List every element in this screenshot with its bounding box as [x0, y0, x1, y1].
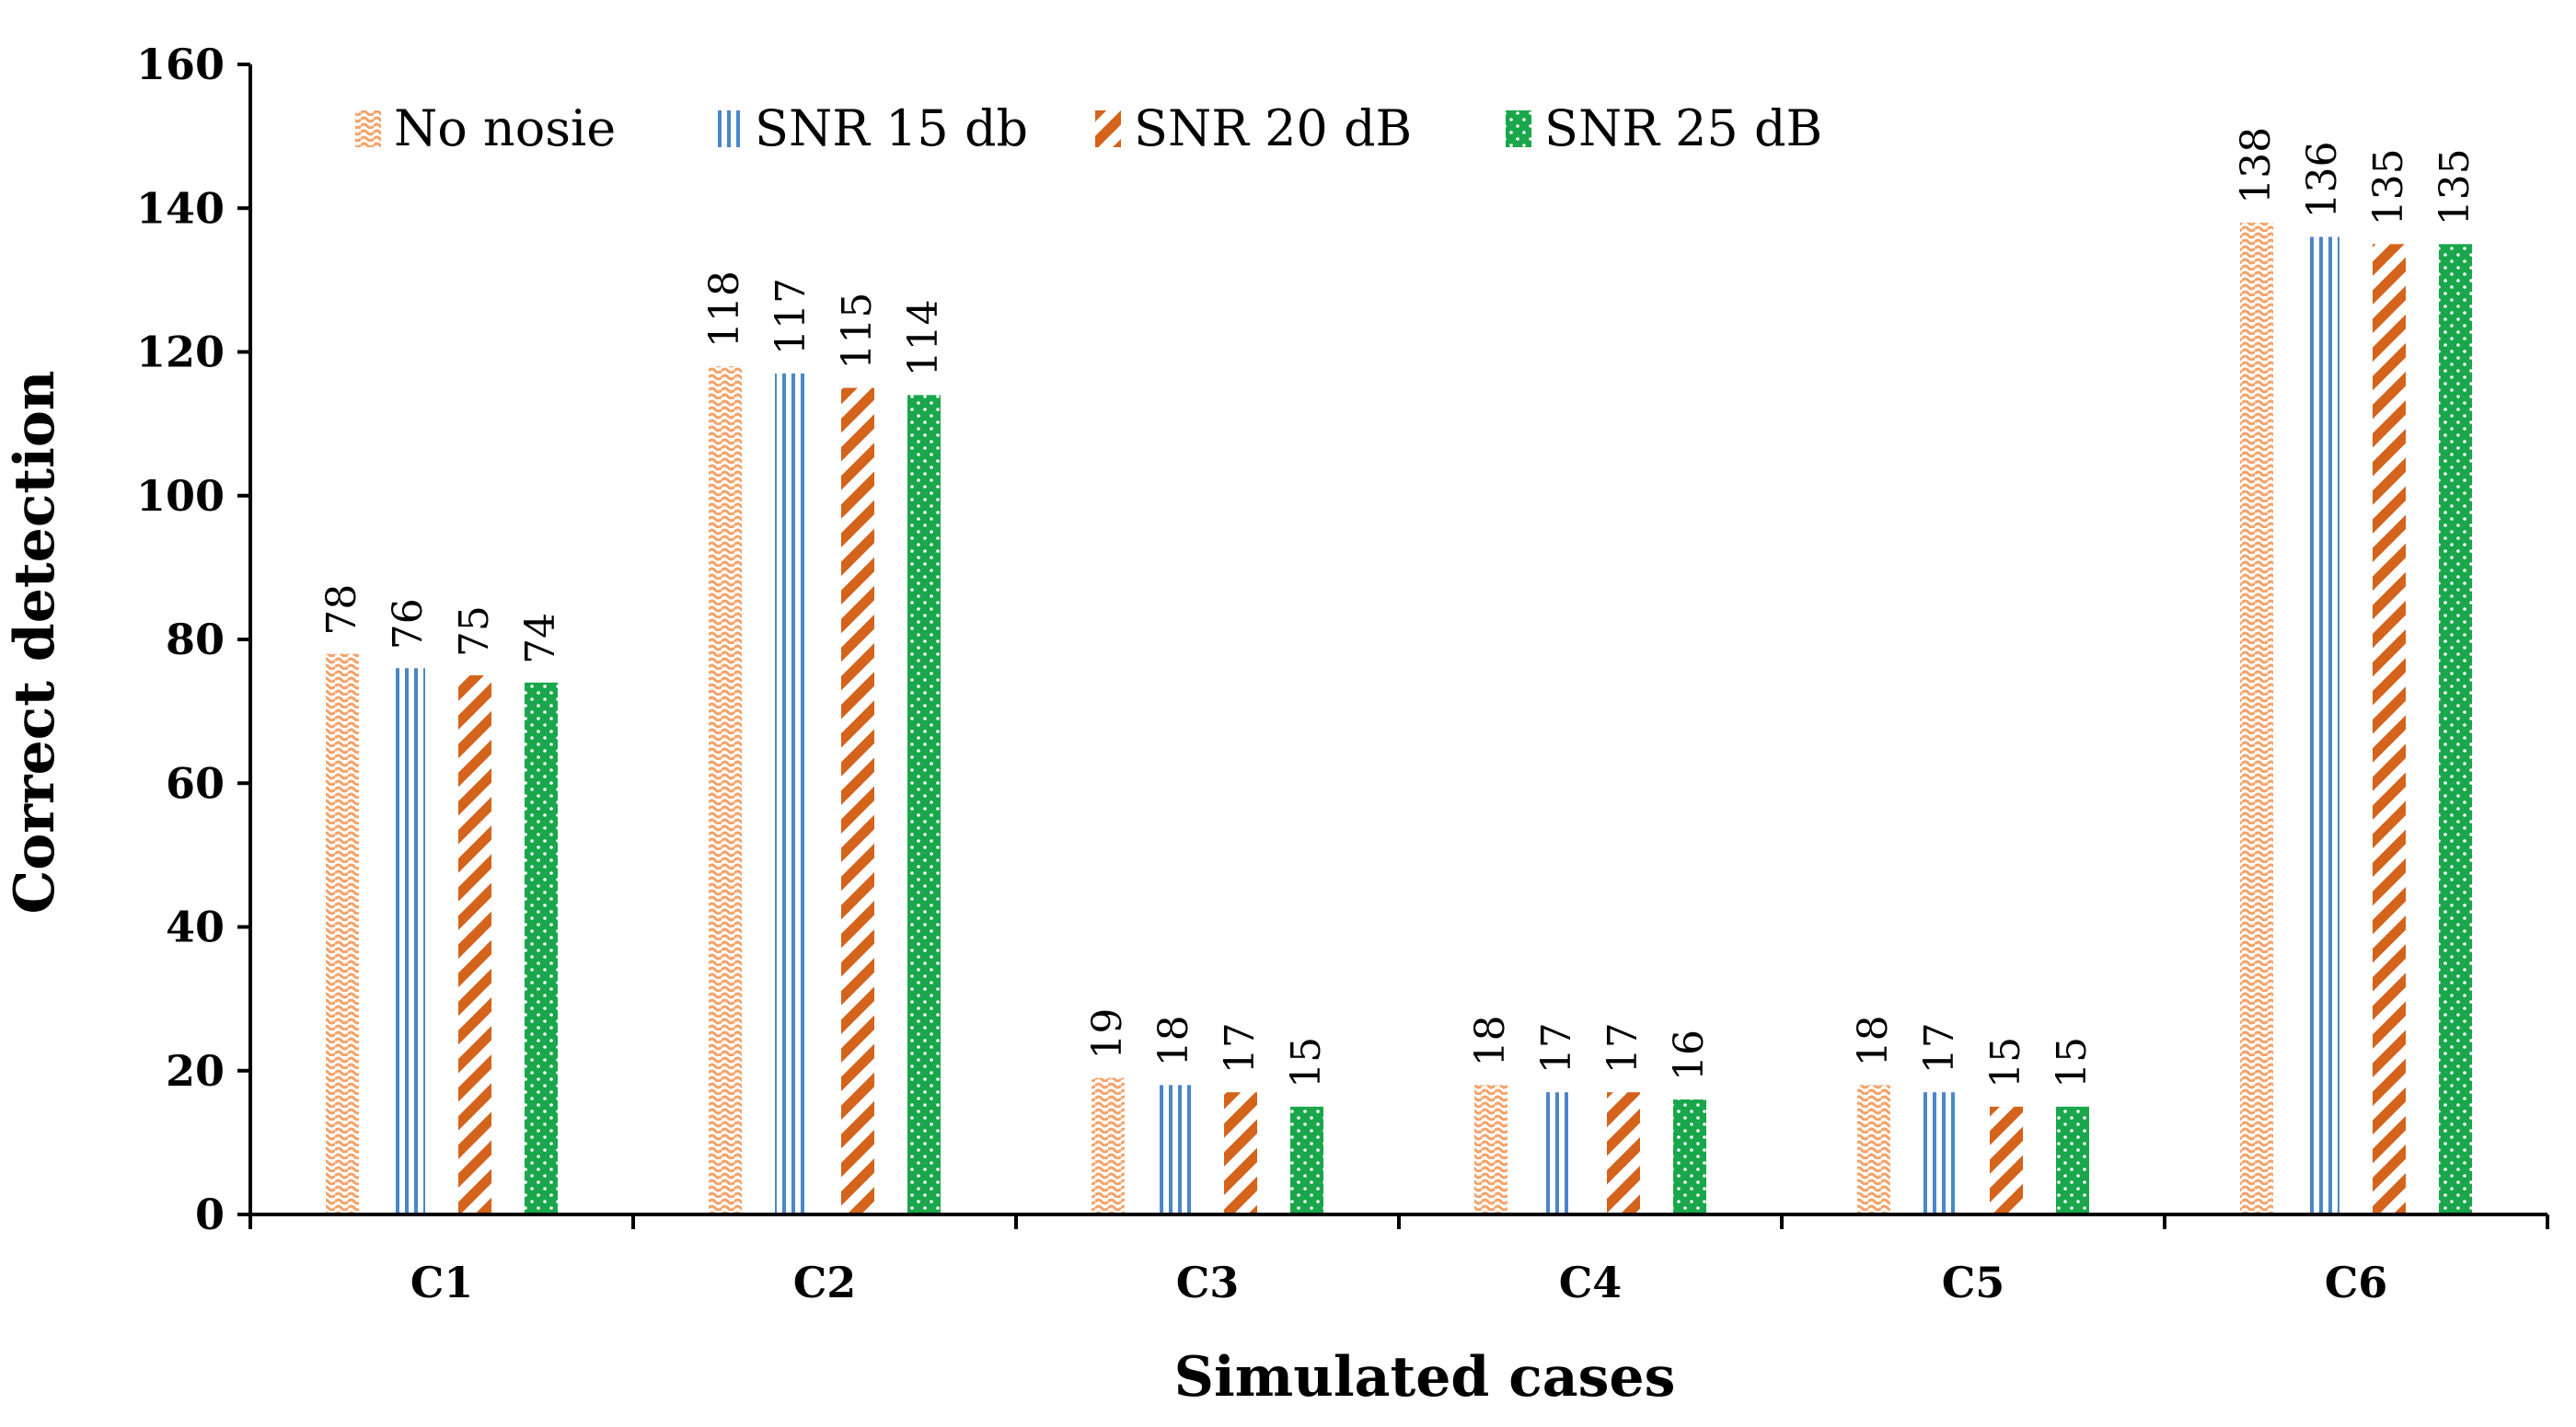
- data-label: 16: [1666, 1030, 1713, 1081]
- x-axis-ticks: C1 C2 C3 C4 C5 C6: [248, 1214, 2549, 1307]
- data-label: 19: [1084, 1008, 1131, 1060]
- data-label: 74: [517, 613, 564, 664]
- x-tick-label: C6: [2325, 1258, 2388, 1307]
- y-tick-label: 20: [166, 1046, 225, 1096]
- legend-swatch: [716, 110, 742, 147]
- legend-label: SNR 15 db: [755, 99, 1028, 157]
- y-tick-label: 0: [195, 1190, 225, 1239]
- bar-snr-15-db-c6: [2306, 236, 2339, 1214]
- y-axis-title: Correct detection: [3, 370, 67, 914]
- bar-snr-15-db-c1: [392, 668, 425, 1214]
- y-tick-label: 100: [136, 471, 225, 521]
- bar-snr-15-db-c3: [1158, 1085, 1191, 1214]
- data-label: 118: [701, 270, 748, 348]
- bar-snr-25-db-c4: [1673, 1099, 1706, 1214]
- y-tick-label: 80: [166, 615, 225, 664]
- x-tick-label: C2: [793, 1258, 857, 1307]
- data-label: 117: [768, 278, 814, 355]
- bar-snr-20-db-c1: [458, 675, 491, 1214]
- bar-no-nosie-c3: [1092, 1077, 1125, 1214]
- data-label: 75: [451, 605, 498, 657]
- bar-no-nosie-c6: [2240, 222, 2273, 1214]
- data-label: 18: [1150, 1015, 1197, 1066]
- bar-snr-15-db-c4: [1541, 1092, 1574, 1214]
- legend: No nosie SNR 15 db SNR 20 dB SNR 25 dB: [355, 99, 1822, 157]
- y-tick-label: 160: [136, 40, 225, 89]
- bar-no-nosie-c2: [709, 366, 742, 1214]
- bar-no-nosie-c4: [1474, 1085, 1507, 1214]
- bar-snr-15-db-c2: [775, 373, 808, 1214]
- bar-snr-20-db-c4: [1607, 1092, 1640, 1214]
- x-tick-label: C3: [1176, 1258, 1240, 1307]
- data-label: 78: [318, 584, 365, 636]
- bar-snr-25-db-c2: [907, 395, 941, 1214]
- bar-snr-25-db-c5: [2056, 1106, 2089, 1214]
- legend-label: No nosie: [394, 99, 616, 157]
- legend-swatch: [1095, 110, 1121, 147]
- data-label: 135: [2365, 148, 2412, 225]
- y-tick-label: 40: [166, 903, 225, 952]
- bar-no-nosie-c1: [326, 653, 359, 1214]
- bar-snr-25-db-c1: [525, 682, 558, 1214]
- legend-swatch: [1506, 110, 1531, 147]
- data-label: 18: [1850, 1015, 1897, 1066]
- bar-snr-20-db-c2: [841, 387, 874, 1214]
- y-axis-ticks: 0 20 40 60 80 100 120 140 160: [136, 40, 250, 1239]
- bar-snr-20-db-c3: [1224, 1092, 1257, 1214]
- y-tick-label: 120: [136, 328, 225, 377]
- x-tick-label: C4: [1559, 1258, 1623, 1307]
- bar-snr-25-db-c3: [1290, 1106, 1323, 1214]
- axes: [248, 64, 2547, 1216]
- y-tick-label: 60: [166, 758, 225, 808]
- data-label: 15: [2049, 1037, 2096, 1088]
- bar-snr-25-db-c6: [2439, 244, 2472, 1214]
- y-axis-title-group: Correct detection: [3, 370, 67, 914]
- bars: [326, 222, 2472, 1214]
- bar-snr-20-db-c6: [2373, 244, 2406, 1214]
- data-label: 15: [1982, 1037, 2029, 1088]
- legend-label: SNR 20 dB: [1134, 99, 1412, 157]
- data-label: 17: [1600, 1022, 1646, 1074]
- y-tick-label: 140: [136, 183, 225, 233]
- bar-snr-20-db-c5: [1990, 1106, 2023, 1214]
- x-axis-title: Simulated cases: [1174, 1345, 1676, 1410]
- data-label: 17: [1916, 1022, 1963, 1074]
- legend-swatch: [355, 110, 381, 147]
- data-label: 17: [1533, 1022, 1580, 1074]
- data-label: 135: [2432, 148, 2478, 225]
- data-label: 138: [2233, 127, 2280, 204]
- legend-label: SNR 25 dB: [1544, 99, 1822, 157]
- data-label: 76: [385, 598, 432, 650]
- data-label: 136: [2299, 142, 2346, 219]
- bar-snr-15-db-c5: [1923, 1092, 1957, 1214]
- bar-no-nosie-c5: [1857, 1085, 1890, 1214]
- data-label: 114: [900, 299, 947, 376]
- x-tick-label: C1: [410, 1258, 474, 1307]
- data-label: 17: [1217, 1022, 1264, 1074]
- data-label: 18: [1467, 1015, 1514, 1066]
- x-tick-label: C5: [1942, 1258, 2005, 1307]
- data-labels: 78 118 19 18 18 138 76 117 18 17 17 136 75 115 17 17 15 1…: [318, 127, 2478, 1088]
- data-label: 115: [834, 293, 881, 370]
- data-label: 15: [1283, 1037, 1330, 1088]
